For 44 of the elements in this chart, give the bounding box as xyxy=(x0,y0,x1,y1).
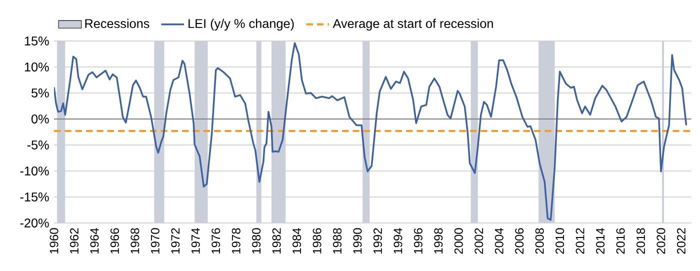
x-tick-label: 1960 xyxy=(50,228,58,254)
line-series xyxy=(54,42,688,221)
y-tick-label: 10% xyxy=(24,62,49,72)
x-tick-label: 1994 xyxy=(394,228,402,254)
x-tick-label: 1980 xyxy=(252,228,261,254)
y-tick-label: -15% xyxy=(20,192,49,202)
x-tick-label: 1968 xyxy=(130,228,140,254)
x-tick-label: 1996 xyxy=(414,228,422,254)
y-tick-label: 15% xyxy=(24,36,49,46)
x-tick-label: 1998 xyxy=(434,228,443,254)
x-tick-label: 2016 xyxy=(616,228,625,254)
x-tick-label: 1974 xyxy=(191,228,200,254)
x-tick-label: 2008 xyxy=(535,228,544,254)
y-tick-label: -10% xyxy=(20,166,49,176)
x-tick-label: 2004 xyxy=(494,228,504,254)
x-tick-label: 1970 xyxy=(150,228,160,254)
x-tick-label: 1978 xyxy=(232,228,240,254)
x-tick-label: 1976 xyxy=(212,228,220,254)
legend-label: Average at start of recession xyxy=(332,18,493,31)
x-tick-label: 2018 xyxy=(636,228,645,254)
x-tick-label: 1966 xyxy=(110,228,119,254)
x-tick-label: 1992 xyxy=(373,228,382,254)
legend-label: LEI (y/y % change) xyxy=(188,18,294,31)
x-tick-label: 2012 xyxy=(576,228,584,254)
y-tick-label: 5% xyxy=(32,88,49,98)
legend-label: Recessions xyxy=(85,18,150,28)
x-tick-label: 2000 xyxy=(454,228,463,254)
x-tick-label: 1988 xyxy=(333,228,342,254)
y-tick-label: -20% xyxy=(20,218,49,228)
x-tick-label: 2014 xyxy=(596,228,605,254)
y-tick-label: 0% xyxy=(32,114,49,124)
x-tick-label: 1990 xyxy=(353,228,362,254)
x-tick-label: 1986 xyxy=(312,228,322,254)
x-tick-label: 2022 xyxy=(676,228,686,254)
x-tick-label: 1962 xyxy=(70,228,79,254)
x-tick-label: 1972 xyxy=(171,228,180,254)
x-tick-label: 2010 xyxy=(556,228,564,254)
x-tick-label: 1982 xyxy=(272,228,281,254)
y-tick-label: -5% xyxy=(27,140,49,150)
x-tick-label: 1984 xyxy=(292,228,302,254)
x-tick-label: 2006 xyxy=(515,228,524,254)
x-tick-label: 1964 xyxy=(90,228,99,254)
x-tick-label: 2002 xyxy=(474,228,484,254)
x-tick-label: 2020 xyxy=(656,228,666,254)
